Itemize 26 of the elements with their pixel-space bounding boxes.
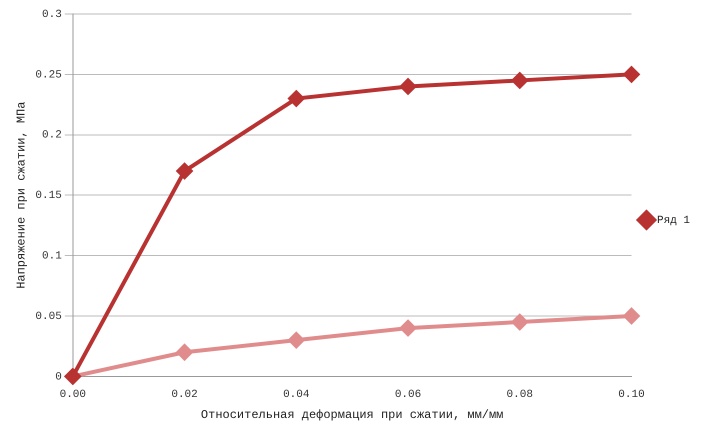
point	[288, 90, 304, 107]
x-tick-label: 0.04	[283, 388, 310, 401]
point	[400, 320, 416, 336]
x-tick-label: 0.08	[506, 388, 533, 401]
y-tick-label: 0.15	[35, 190, 62, 202]
point	[623, 66, 640, 82]
point	[512, 72, 528, 88]
x-tick-label: 0.02	[171, 388, 198, 401]
x-axis-title: Относительная деформация при сжатии, мм/мм	[200, 408, 504, 422]
point	[288, 332, 304, 348]
y-axis-title: Напряжение при сжатии, МПа	[14, 102, 28, 289]
point	[176, 163, 193, 180]
point	[623, 308, 640, 324]
point	[176, 344, 193, 360]
y-tick-label: 0.1	[42, 250, 62, 263]
y-tick-label: 0.3	[42, 8, 62, 21]
x-tick-label: 0.10	[618, 388, 645, 401]
y-tick-label: 0.05	[35, 310, 62, 323]
y-tick-label: 0.2	[42, 130, 62, 142]
y-tick-label: 0.25	[35, 69, 62, 82]
x-tick-label: 0.06	[394, 388, 422, 401]
y-tick-label: 0	[55, 371, 62, 384]
legend-label: Ряд 1	[656, 214, 690, 227]
point	[512, 314, 528, 330]
point	[400, 78, 416, 94]
x-tick-label: 0.00	[60, 388, 86, 401]
